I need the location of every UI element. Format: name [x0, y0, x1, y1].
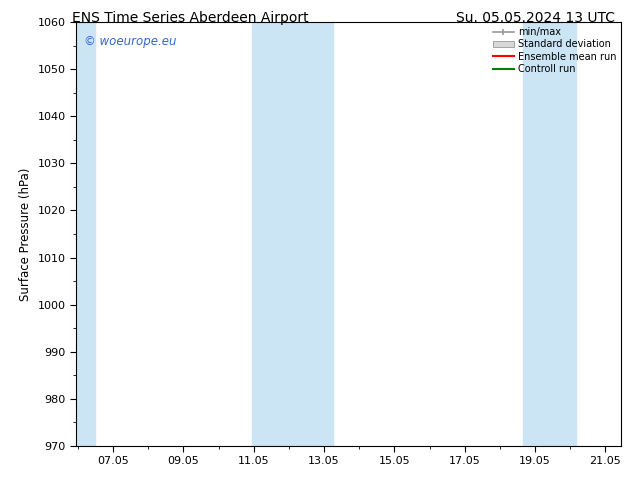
Bar: [76, 22, 96, 446]
Y-axis label: Surface Pressure (hPa): Surface Pressure (hPa): [19, 167, 32, 301]
Text: © woeurope.eu: © woeurope.eu: [84, 35, 177, 48]
Bar: [252, 22, 333, 446]
Text: Su. 05.05.2024 13 UTC: Su. 05.05.2024 13 UTC: [456, 11, 616, 25]
Text: ENS Time Series Aberdeen Airport: ENS Time Series Aberdeen Airport: [72, 11, 309, 25]
Legend: min/max, Standard deviation, Ensemble mean run, Controll run: min/max, Standard deviation, Ensemble me…: [491, 25, 618, 76]
Bar: [523, 22, 576, 446]
